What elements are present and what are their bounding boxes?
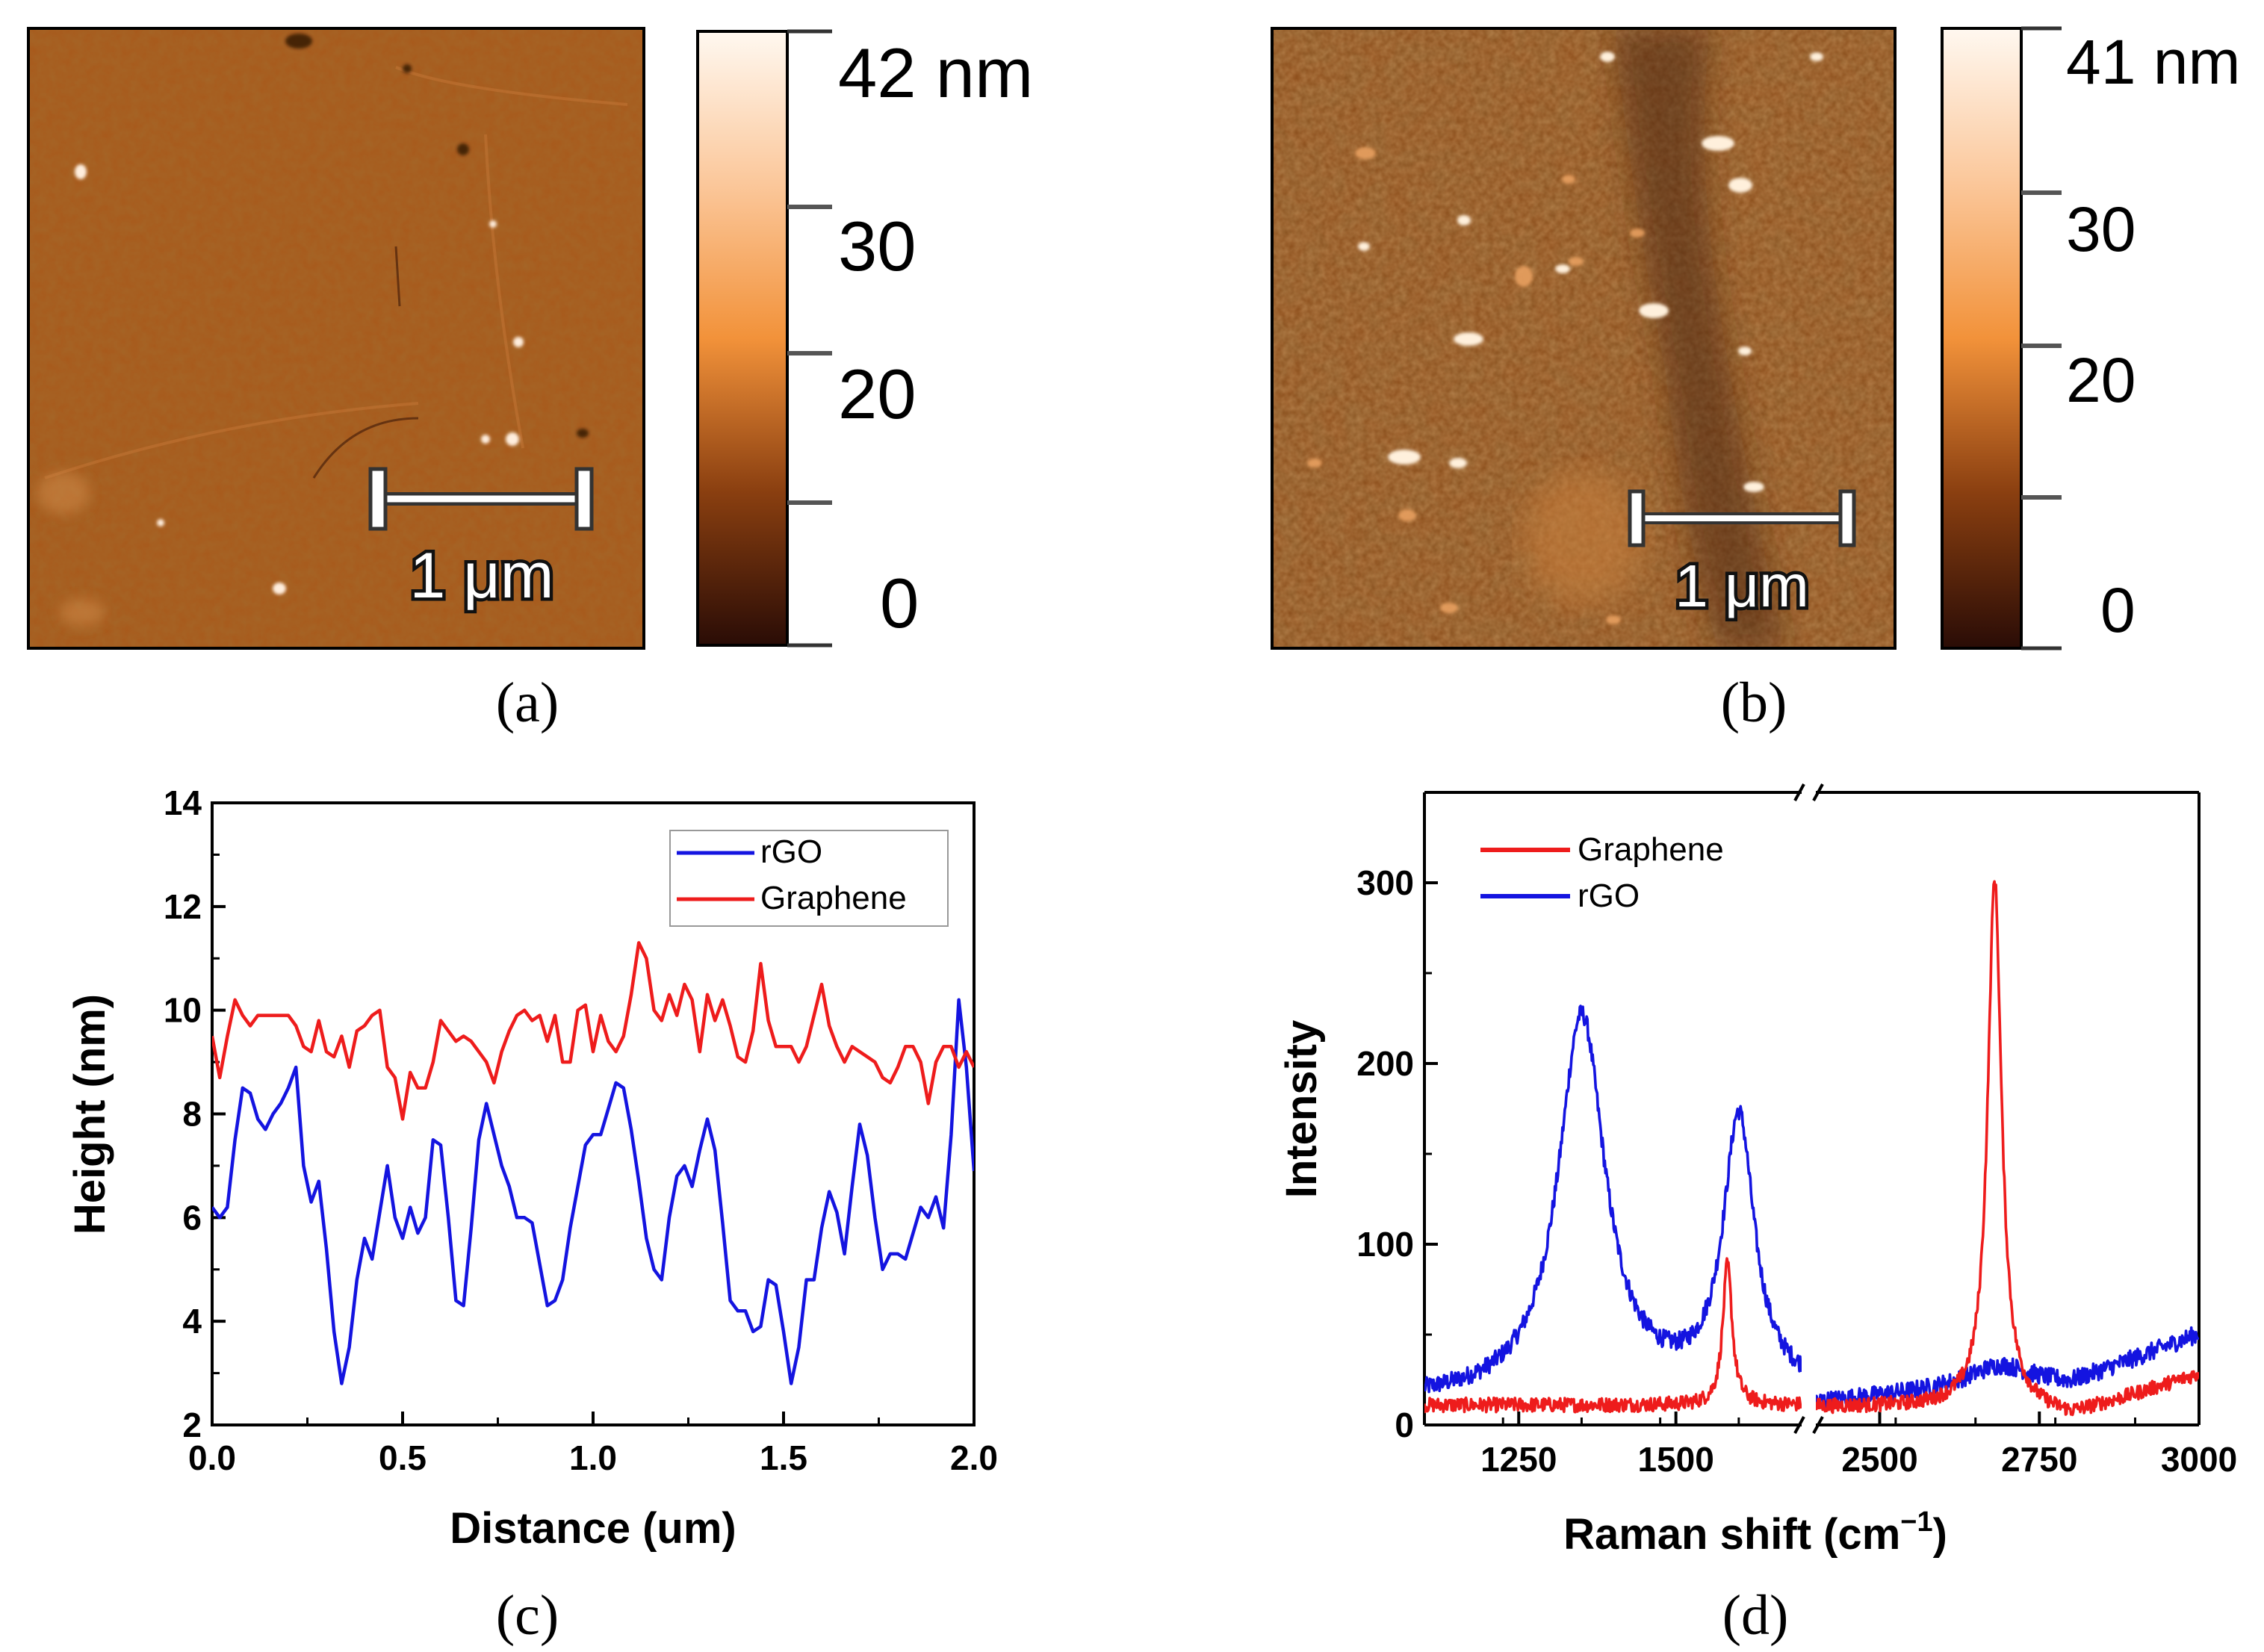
raman-line-rgo — [1424, 1004, 1802, 1394]
legend-label-graphene: Graphene — [760, 880, 907, 916]
panel-label-a: (a) — [496, 671, 559, 734]
panel-label-c: (c) — [496, 1584, 559, 1647]
chart-c-ytick-label: 8 — [182, 1095, 202, 1134]
colorbar-b: 41 nm 30 20 0 — [1941, 26, 2240, 650]
chart-d-frame — [1423, 791, 2201, 1426]
series-line-graphene — [212, 941, 974, 1121]
panel-label-d: (d) — [1722, 1584, 1789, 1647]
scale-bar-label-a: 1 μm — [410, 540, 554, 612]
raman-line-rgo — [1816, 1326, 2199, 1411]
afm-panel-b: 1 μm 41 nm 30 20 0 (b) — [1271, 26, 2240, 734]
colorbar-max-label-a: 42 nm — [838, 34, 1033, 112]
chart-d-series-left — [1424, 1004, 1802, 1414]
chart-d-xtick-label: 1250 — [1480, 1440, 1557, 1479]
chart-d-xtick-label: 3000 — [2161, 1440, 2237, 1479]
legend-label-graphene-d: Graphene — [1578, 831, 1724, 868]
chart-d-ytick-label: 300 — [1356, 863, 1414, 902]
colorbar-max-label-b: 41 nm — [2066, 27, 2240, 97]
series-line-rgo — [212, 998, 974, 1385]
chart-c-series — [212, 941, 974, 1385]
chart-d: 1250 1500 2500 2750 3000 0 100 200 300 Graphene … — [1277, 783, 2237, 1647]
colorbar-a: 42 nm 30 20 0 — [696, 29, 1033, 648]
chart-d-xtick-label: 2500 — [1841, 1440, 1917, 1479]
scale-bar-label-b: 1 μm — [1675, 553, 1808, 619]
chart-c: 0.0 0.5 1.0 1.5 2.0 2 4 6 8 10 12 14 rGO Graphene D… — [66, 783, 998, 1647]
chart-d-xlabel-main: Raman shift (cm — [1563, 1510, 1900, 1559]
chart-c-xtick-label: 2.0 — [950, 1438, 998, 1477]
chart-c-legend: rGO Graphene — [669, 830, 949, 927]
chart-d-series-right — [1816, 880, 2199, 1417]
chart-d-xlabel: Raman shift (cm−1) — [1563, 1506, 1947, 1559]
chart-d-ticks: 1250 1500 2500 2750 3000 0 100 200 300 — [1356, 863, 2237, 1479]
colorbar-tick-0-a: 0 — [880, 564, 919, 642]
chart-c-xlabel: Distance (um) — [450, 1504, 736, 1553]
chart-c-ytick-label: 10 — [164, 991, 202, 1030]
colorbar-tick-30-a: 30 — [838, 207, 917, 285]
chart-c-ticks: 0.0 0.5 1.0 1.5 2.0 2 4 6 8 10 12 14 — [164, 783, 998, 1477]
raman-line-graphene — [1424, 1257, 1802, 1414]
afm-frame-a — [27, 27, 645, 650]
chart-c-xtick-label: 1.0 — [569, 1438, 617, 1477]
chart-c-ytick-label: 2 — [182, 1406, 202, 1444]
scale-bar-b: 1 μm — [1628, 489, 1856, 623]
chart-c-ytick-label: 14 — [164, 783, 202, 822]
legend-label-rgo-d: rGO — [1578, 878, 1640, 914]
chart-d-ytick-label: 100 — [1356, 1225, 1414, 1264]
legend-label-rgo: rGO — [760, 833, 822, 870]
chart-c-ytick-label: 12 — [164, 887, 202, 926]
chart-c-xtick-label: 1.5 — [760, 1438, 807, 1477]
chart-d-legend: Graphene rGO — [1480, 831, 1724, 914]
chart-d-xtick-label: 1500 — [1637, 1440, 1713, 1479]
colorbar-tick-20-b: 20 — [2066, 345, 2136, 415]
afm-image-b — [1272, 28, 1895, 648]
chart-c-xtick-label: 0.0 — [188, 1438, 236, 1477]
chart-c-ytick-label: 4 — [182, 1302, 202, 1341]
chart-c-xtick-label: 0.5 — [379, 1438, 427, 1477]
colorbar-tick-0-b: 0 — [2100, 575, 2136, 645]
chart-d-xlabel-suffix: ) — [1933, 1510, 1947, 1559]
chart-c-ylabel: Height (nm) — [66, 994, 114, 1235]
panel-label-b: (b) — [1721, 671, 1787, 734]
chart-d-xlabel-sup: −1 — [1900, 1506, 1932, 1538]
chart-c-legend-box — [669, 830, 949, 927]
chart-c-ytick-label: 6 — [182, 1198, 202, 1237]
colorbar-tick-30-b: 30 — [2066, 194, 2136, 264]
afm-image-a — [28, 28, 644, 648]
chart-d-ytick-label: 0 — [1395, 1406, 1414, 1444]
colorbar-tick-20-a: 20 — [838, 355, 917, 433]
chart-d-xtick-label: 2750 — [2001, 1440, 2077, 1479]
chart-d-axis-break — [1793, 783, 1824, 1434]
afm-frame-b — [1271, 27, 1897, 650]
raman-line-graphene — [1816, 880, 2199, 1417]
chart-d-ylabel: Intensity — [1277, 1020, 1326, 1199]
scale-bar-a: 1 μm — [368, 467, 594, 615]
chart-d-ytick-label: 200 — [1356, 1044, 1414, 1083]
afm-panel-a: 1 μm 42 nm 30 20 0 (a) — [27, 27, 1033, 734]
